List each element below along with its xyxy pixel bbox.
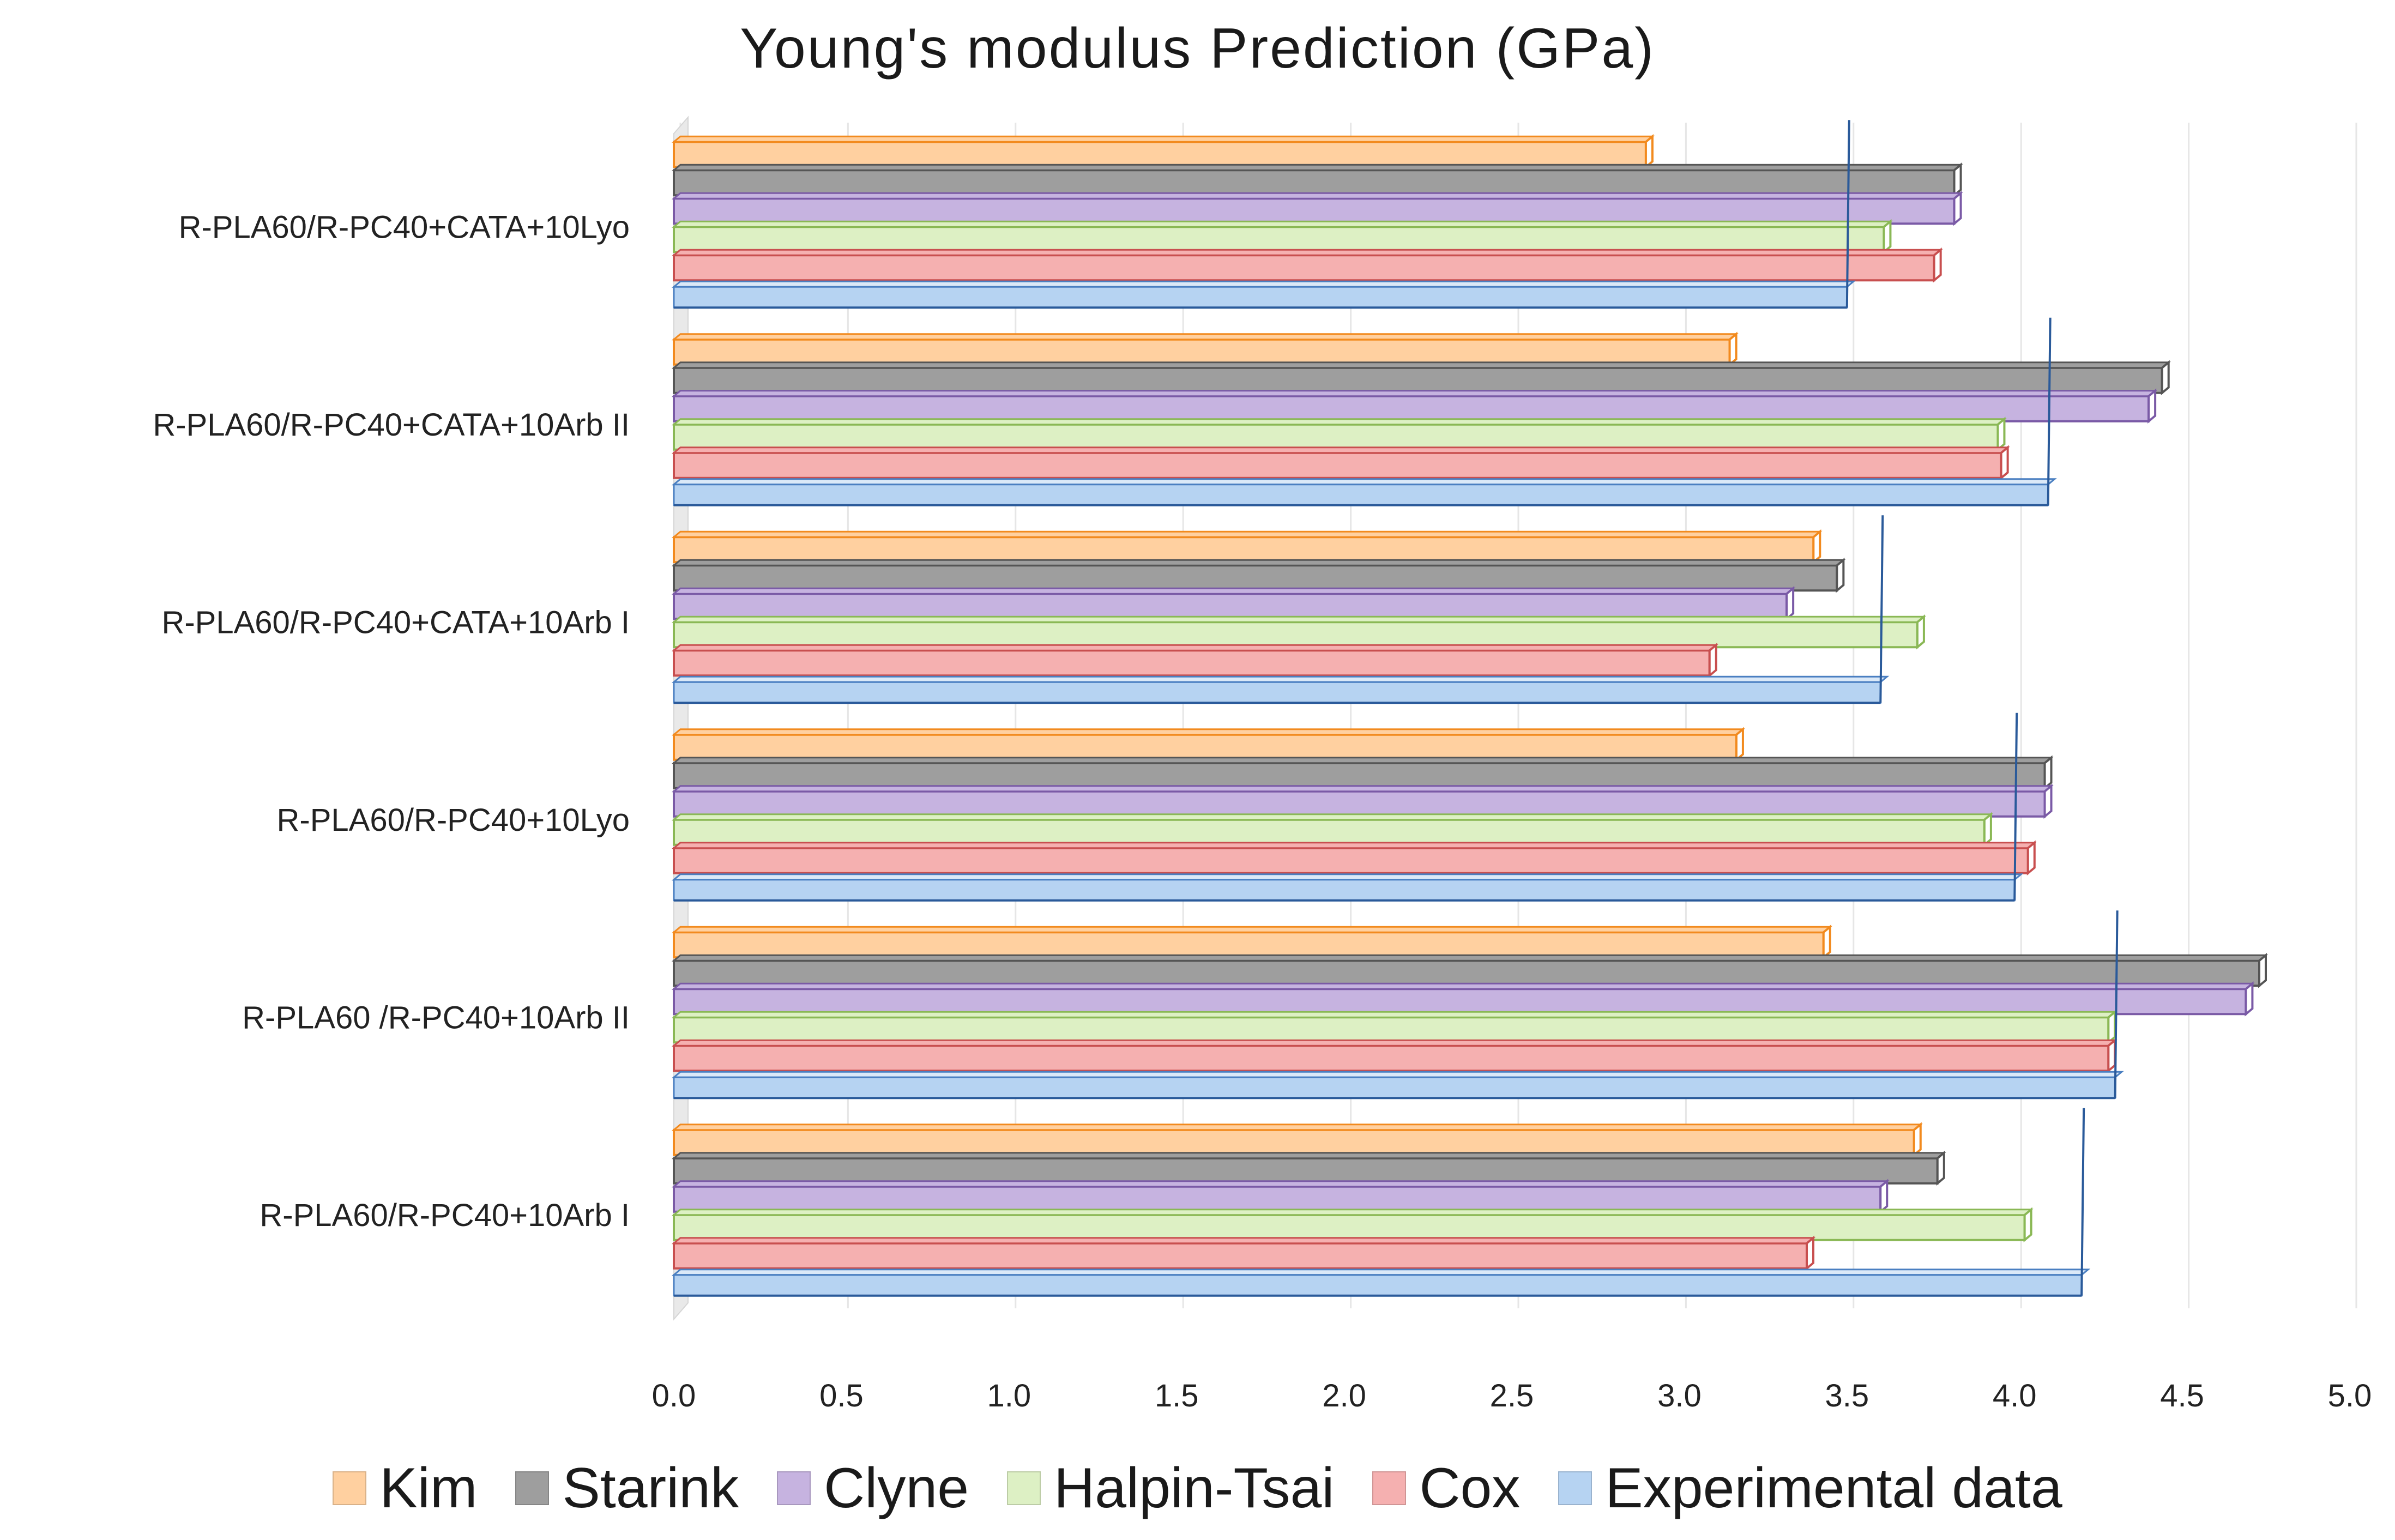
legend-item-starink: Starink [515,1456,739,1521]
x-tick-label: 1.5 [1155,1378,1199,1414]
legend-item-halpin-tsai: Halpin-Tsai [1007,1456,1334,1521]
category-label: R-PLA60 /R-PC40+10Arb II [242,1000,630,1035]
legend-item-experimental-data: Experimental data [1558,1456,2062,1521]
legend-label: Clyne [824,1456,969,1520]
bar-clyne-r-pla60-r-pc40-cata-10lyo [671,190,1963,226]
bar-cox-r-pla60-r-pc40-10lyo [671,840,2037,876]
bar-experimental-data-r-pla60-r-pc40-cata-10arb-i [671,515,1890,704]
bar-halpin-tsai-r-pla60-r-pc40-10arb-ii [671,1009,2118,1045]
legend-label: Kim [379,1456,478,1520]
bar-cox-r-pla60-r-pc40-10arb-i [671,1235,1816,1271]
bar-halpin-tsai-r-pla60-r-pc40-10arb-i [671,1207,2034,1243]
x-tick-label: 3.5 [1825,1378,1869,1414]
legend-item-cox: Cox [1372,1456,1520,1521]
bar-starink-r-pla60-r-pc40-cata-10arb-ii [671,360,2171,396]
legend-item-kim: Kim [333,1456,477,1521]
x-tick-label: 4.0 [1993,1378,2037,1414]
bar-kim-r-pla60-r-pc40-10arb-i [671,1122,1923,1158]
legend-swatch [515,1471,550,1505]
bar-cox-r-pla60-r-pc40-cata-10arb-ii [671,445,2010,481]
x-tick-label: 0.0 [652,1378,696,1414]
bar-halpin-tsai-r-pla60-r-pc40-cata-10arb-i [671,614,1927,650]
legend-swatch [1007,1471,1041,1505]
x-tick-label: 0.5 [819,1378,864,1414]
legend-label: Starink [562,1456,739,1520]
bar-halpin-tsai-r-pla60-r-pc40-10lyo [671,812,1994,848]
bar-halpin-tsai-r-pla60-r-pc40-cata-10lyo [671,219,1893,255]
legend-label: Cox [1419,1456,1521,1520]
category-label: R-PLA60/R-PC40+CATA+10Arb I [161,605,630,640]
x-tick-label: 2.5 [1490,1378,1534,1414]
bar-experimental-data-r-pla60-r-pc40-10arb-i [671,1108,2091,1297]
bar-experimental-data-r-pla60-r-pc40-10arb-ii [671,910,2124,1100]
bar-experimental-data-r-pla60-r-pc40-cata-10arb-ii [671,317,2057,506]
x-tick-label: 3.0 [1657,1378,1702,1414]
category-label: R-PLA60/R-PC40+10Lyo [277,802,630,838]
legend-label: Halpin-Tsai [1054,1456,1335,1520]
chart-title: Young's modulus Prediction (GPa) [740,17,1655,80]
bar-clyne-r-pla60-r-pc40-cata-10arb-ii [671,388,2158,424]
category-label: R-PLA60/R-PC40+10Arb I [260,1198,630,1233]
bar-starink-r-pla60-r-pc40-cata-10lyo [671,162,1963,198]
bar-cox-r-pla60-r-pc40-10arb-ii [671,1037,2118,1073]
bar-clyne-r-pla60-r-pc40-10arb-ii [671,981,2255,1017]
legend-swatch [777,1471,811,1505]
x-tick-label: 1.0 [987,1378,1031,1414]
bar-experimental-data-r-pla60-r-pc40-cata-10lyo [671,120,1856,309]
bar-clyne-r-pla60-r-pc40-10lyo [671,783,2054,819]
bar-kim-r-pla60-r-pc40-cata-10arb-i [671,529,1823,565]
category-label: R-PLA60/R-PC40+CATA+10Arb II [153,407,630,443]
x-tick-label: 4.5 [2160,1378,2204,1414]
legend: Kim Starink Clyne Halpin-Tsai Cox Experimenta… [0,1450,2395,1526]
bar-starink-r-pla60-r-pc40-10lyo [671,755,2054,791]
legend-swatch [1372,1471,1407,1505]
bar-clyne-r-pla60-r-pc40-10arb-i [671,1179,1890,1215]
bar-starink-r-pla60-r-pc40-10arb-ii [671,952,2269,988]
x-tick-label: 5.0 [2328,1378,2372,1414]
legend-swatch [1558,1471,1592,1505]
x-tick-label: 2.0 [1322,1378,1366,1414]
bar-experimental-data-r-pla60-r-pc40-10lyo [671,712,2024,902]
bar-kim-r-pla60-r-pc40-10lyo [671,727,1746,763]
legend-label: Experimental data [1605,1456,2062,1520]
legend-swatch [333,1471,367,1505]
bar-kim-r-pla60-r-pc40-cata-10lyo [671,134,1655,170]
bar-cox-r-pla60-r-pc40-cata-10lyo [671,247,1943,283]
category-label: R-PLA60/R-PC40+CATA+10Lyo [179,209,630,245]
bar-kim-r-pla60-r-pc40-10arb-ii [671,924,1832,960]
bar-clyne-r-pla60-r-pc40-cata-10arb-i [671,585,1796,621]
bar-starink-r-pla60-r-pc40-10arb-i [671,1150,1946,1186]
bar-kim-r-pla60-r-pc40-cata-10arb-ii [671,331,1739,367]
legend-item-clyne: Clyne [777,1456,969,1521]
bar-starink-r-pla60-r-pc40-cata-10arb-i [671,557,1846,593]
bar-cox-r-pla60-r-pc40-cata-10arb-i [671,642,1718,678]
bar-halpin-tsai-r-pla60-r-pc40-cata-10arb-ii [671,416,2007,452]
